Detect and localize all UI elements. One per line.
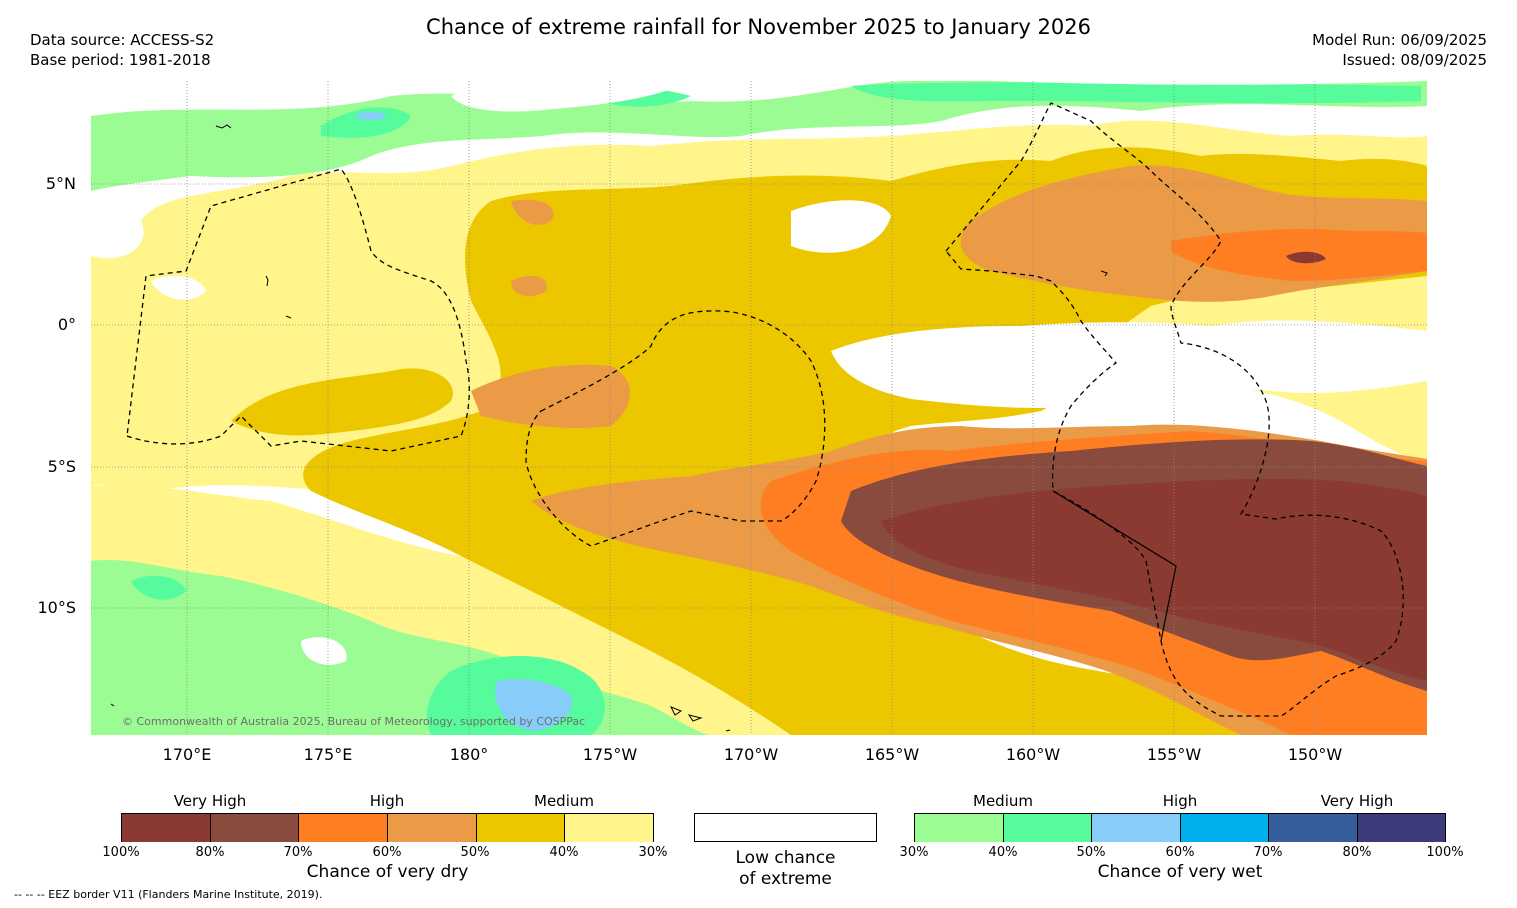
wet-legend-title: Chance of very wet xyxy=(1097,862,1263,882)
wet-region-north-3 xyxy=(356,112,386,120)
issued-text: Issued: 08/09/2025 xyxy=(1342,51,1487,69)
neutral-swatch xyxy=(694,813,877,842)
base-period-text: Base period: 1981-2018 xyxy=(30,51,211,69)
lat-label-5s: 5°S xyxy=(47,457,76,476)
islands xyxy=(110,124,1108,732)
wet-region-north xyxy=(91,81,1427,191)
dry-tick-50: 50% xyxy=(460,845,490,860)
wet-tick-70: 70% xyxy=(1253,845,1283,860)
dry-swatch-4 xyxy=(388,814,477,842)
dry-header-high: High xyxy=(369,792,405,810)
dry-region-80 xyxy=(881,478,1427,681)
low-chance-region xyxy=(831,320,1427,409)
map-title: Chance of extreme rainfall for November … xyxy=(426,15,1091,39)
model-run-text: Model Run: 06/09/2025 xyxy=(1312,31,1487,49)
neutral-legend-label: Low chance of extreme xyxy=(694,848,877,890)
dry-region-50-mid xyxy=(471,199,630,428)
wet-tick-100: 100% xyxy=(1426,845,1464,860)
dry-tick-40: 40% xyxy=(549,845,579,860)
lat-label-10s: 10°S xyxy=(37,598,76,617)
eez-footnote: -- -- -- EEZ border V11 (Flanders Marine… xyxy=(14,888,323,901)
dry-legend-title: Chance of very dry xyxy=(306,862,469,882)
dry-swatch-2 xyxy=(211,814,299,842)
lon-label-175w: 175°W xyxy=(582,745,638,764)
dry-tick-60: 60% xyxy=(372,845,402,860)
eez-borders xyxy=(126,102,1404,717)
dry-swatch-3 xyxy=(299,814,388,842)
lon-label-155w: 155°W xyxy=(1146,745,1202,764)
lat-label-0: 0° xyxy=(57,315,76,334)
low-chance-region-3 xyxy=(151,200,891,665)
neutral-label-line2: of extreme xyxy=(739,869,832,889)
graticule xyxy=(91,81,1427,735)
lon-label-170w: 170°W xyxy=(723,745,779,764)
wet-swatch-5 xyxy=(1269,814,1358,842)
wet-header-high: High xyxy=(1162,792,1198,810)
dry-swatch-1 xyxy=(122,814,211,842)
wet-swatch-1 xyxy=(915,814,1004,842)
copyright-notice: © Commonwealth of Australia 2025, Bureau… xyxy=(122,715,586,728)
dry-tick-100: 100% xyxy=(102,845,140,860)
dry-tick-70: 70% xyxy=(283,845,313,860)
wet-swatch-3 xyxy=(1092,814,1181,842)
wet-region-south-2 xyxy=(131,575,605,735)
wet-colorbar xyxy=(914,813,1446,842)
dry-swatch-5 xyxy=(477,814,565,842)
dry-colorbar xyxy=(121,813,654,842)
dry-swatch-6 xyxy=(565,814,653,842)
dry-tick-80: 80% xyxy=(195,845,225,860)
wet-header-very-high: Very High xyxy=(1320,792,1394,810)
wet-region-south-3 xyxy=(495,679,572,731)
lon-label-170e: 170°E xyxy=(162,745,212,764)
wet-tick-30: 30% xyxy=(899,845,929,860)
model-run-info: Model Run: 06/09/2025 Issued: 08/09/2025 xyxy=(1312,30,1487,70)
map-canvas xyxy=(91,81,1427,735)
maritime-boundary xyxy=(1052,490,1177,642)
lon-label-180: 180° xyxy=(449,745,489,764)
wet-swatch-6 xyxy=(1358,814,1445,842)
wet-swatch-4 xyxy=(1181,814,1269,842)
lon-label-160w: 160°W xyxy=(1005,745,1061,764)
dry-tick-30: 30% xyxy=(638,845,668,860)
wet-tick-80: 80% xyxy=(1342,845,1372,860)
lon-label-165w: 165°W xyxy=(864,745,920,764)
wet-swatch-2 xyxy=(1004,814,1092,842)
data-source-text: Data source: ACCESS-S2 xyxy=(30,31,215,49)
wet-tick-40: 40% xyxy=(988,845,1018,860)
data-source-info: Data source: ACCESS-S2 Base period: 1981… xyxy=(30,30,214,70)
wet-tick-60: 60% xyxy=(1165,845,1195,860)
dry-header-very-high: Very High xyxy=(173,792,247,810)
dry-region-40-west xyxy=(231,368,453,436)
rainfall-map xyxy=(91,81,1427,735)
low-chance-region-2 xyxy=(91,81,1427,112)
dry-header-medium: Medium xyxy=(534,792,594,810)
lat-label-5n: 5°N xyxy=(45,174,76,193)
wet-header-medium: Medium xyxy=(973,792,1033,810)
lon-label-175e: 175°E xyxy=(303,745,353,764)
neutral-label-line1: Low chance xyxy=(735,848,836,868)
wet-tick-50: 50% xyxy=(1076,845,1106,860)
lon-label-150w: 150°W xyxy=(1287,745,1343,764)
dry-region-80-north xyxy=(1286,251,1326,264)
